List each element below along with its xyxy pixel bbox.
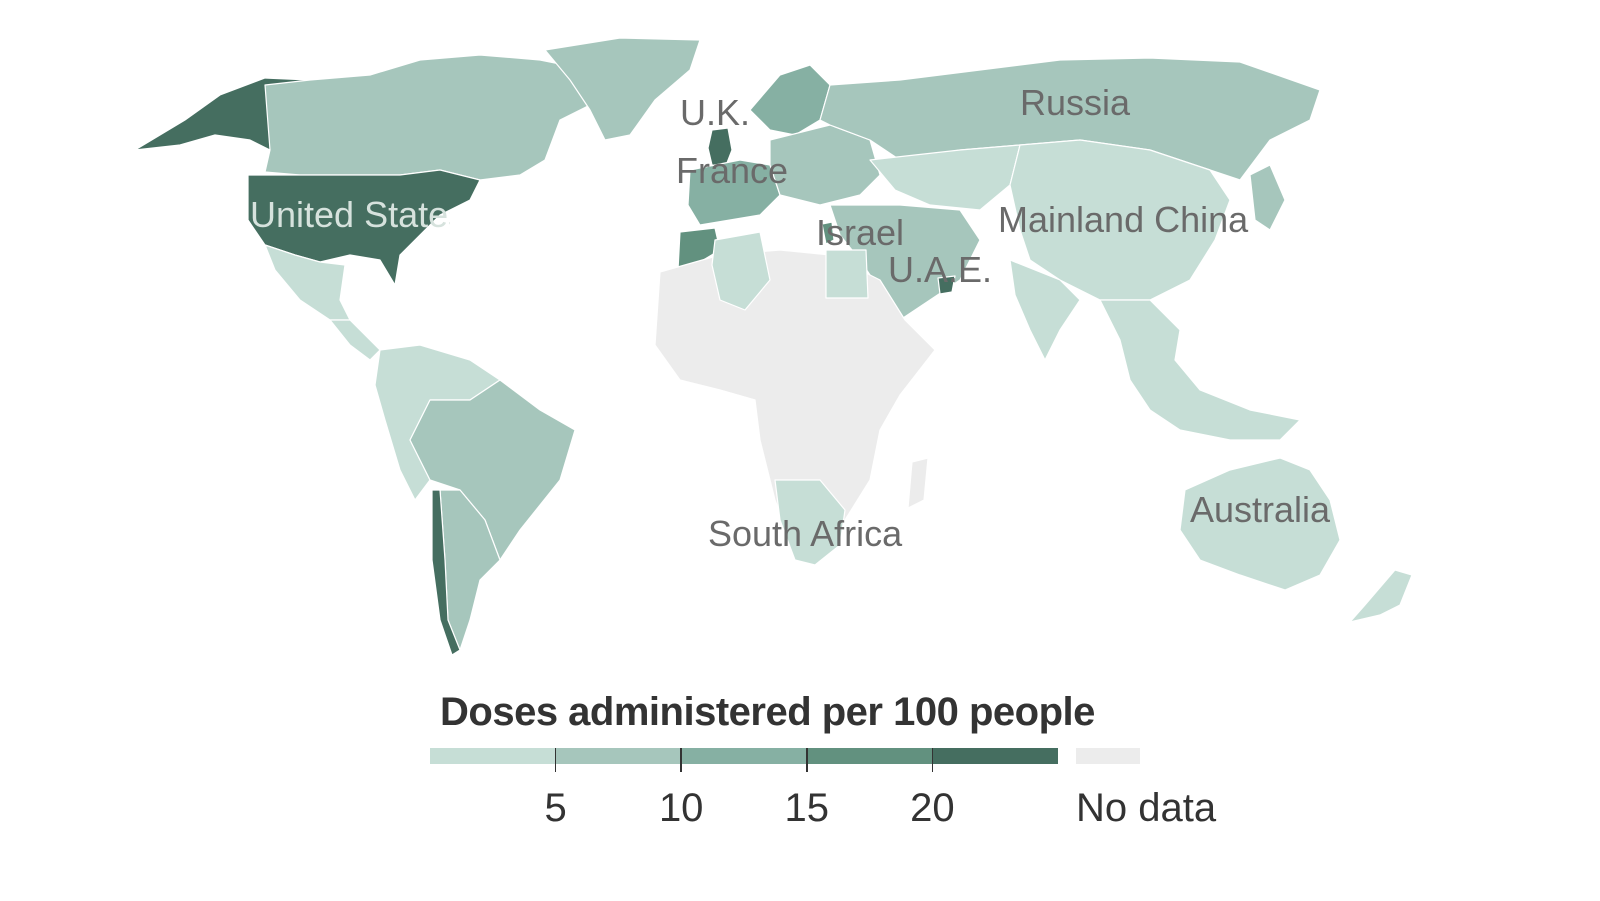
legend-no-data-swatch [1076, 748, 1140, 764]
label-uae: U.A.E. [888, 249, 993, 290]
region-greenland [544, 37, 701, 141]
legend-tick-mark [806, 748, 808, 772]
legend-segment-2 [555, 748, 682, 764]
region-canada [264, 54, 601, 181]
region-madagascar [907, 457, 929, 509]
region-egypt [825, 249, 869, 299]
region-brazil [409, 379, 576, 561]
legend-tick-label: 10 [658, 786, 704, 830]
legend-segment-4 [806, 748, 933, 764]
legend-segment-5 [932, 748, 1058, 764]
region-southeast-asia [1099, 299, 1301, 441]
label-south-africa: South Africa [708, 513, 903, 554]
label-uk: U.K. [680, 92, 751, 133]
region-western-europe [687, 159, 781, 226]
label-australia: Australia [1190, 489, 1331, 530]
region-australia [1179, 457, 1341, 591]
label-mainland-china: Mainland China [998, 199, 1249, 240]
legend-tick-mark [931, 748, 934, 772]
label-france: France [676, 150, 789, 191]
region-russia [819, 57, 1321, 181]
region-algeria [711, 231, 771, 311]
world-map [134, 37, 1413, 656]
legend-segment-1 [430, 748, 556, 764]
region-israel [821, 221, 835, 245]
region-japan [1249, 164, 1286, 231]
region-new-zealand [1349, 569, 1413, 623]
legend-title: Doses administered per 100 people [440, 690, 1095, 734]
region-northern-europe [749, 64, 831, 136]
label-united-states: United States [250, 197, 450, 233]
legend-tick-label: 15 [784, 786, 830, 830]
region-mainland-china [1009, 139, 1231, 301]
region-chile [431, 489, 461, 656]
region-central-asia [869, 144, 1021, 211]
label-israel: Israel [816, 212, 905, 253]
region-uae [937, 275, 956, 295]
region-mexico [264, 244, 351, 321]
region-morocco [677, 227, 721, 271]
legend-tick-mark [554, 748, 557, 772]
legend-tick-label: 20 [910, 786, 955, 830]
region-central-america [329, 319, 381, 361]
legend-tick-mark [680, 748, 682, 772]
legend-color-scale [430, 748, 1058, 764]
region-india [1009, 259, 1081, 361]
label-russia: Russia [1020, 82, 1131, 123]
legend-segment-3 [681, 748, 807, 764]
region-southern-africa [774, 479, 846, 566]
legend-no-data-label: No data [1076, 786, 1217, 830]
legend-tick-label: 5 [544, 786, 567, 830]
